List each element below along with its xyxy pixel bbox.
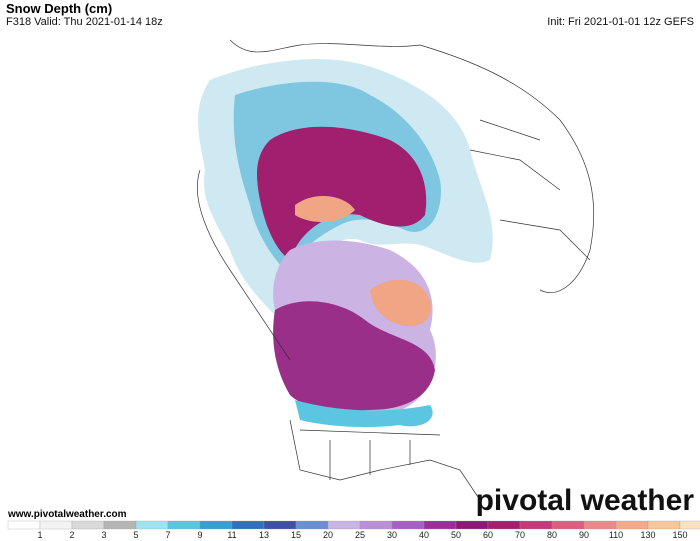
colorbar-label: 150 (672, 530, 687, 540)
colorbar-label: 70 (515, 530, 525, 540)
colorbar-swatch (455, 520, 489, 530)
valid-time: F318 Valid: Thu 2021-01-14 18z (6, 16, 163, 28)
colorbar-label: 50 (451, 530, 461, 540)
colorbar-swatch (679, 520, 700, 530)
colorbar-label: 5 (133, 530, 138, 540)
colorbar-label: 30 (387, 530, 397, 540)
colorbar-swatch (519, 520, 553, 530)
colorbar-swatch (487, 520, 521, 530)
colorbar-swatch (7, 520, 41, 530)
colorbar-label: 7 (165, 530, 170, 540)
colorbar-swatch (423, 520, 457, 530)
colorbar-label: 13 (259, 530, 269, 540)
colorbar-swatch (135, 520, 169, 530)
colorbar-swatch (583, 520, 617, 530)
colorbar-swatch (199, 520, 233, 530)
colorbar-swatch (647, 520, 681, 530)
colorbar-swatch (551, 520, 585, 530)
colorbar-swatch (231, 520, 265, 530)
colorbar-label: 3 (101, 530, 106, 540)
init-time: Init: Fri 2021-01-01 12z GEFS (547, 16, 694, 28)
colorbar-swatch (263, 520, 297, 530)
colorbar-swatch (71, 520, 105, 530)
colorbar-swatch (103, 520, 137, 530)
colorbar-label: 25 (355, 530, 365, 540)
colorbar-label: 60 (483, 530, 493, 540)
colorbar-label: 1 (37, 530, 42, 540)
source-url: www.pivotalweather.com (7, 509, 127, 520)
colorbar-swatch (327, 520, 361, 530)
snow-magenta (257, 126, 427, 260)
colorbar: 1 2 3 5 7 9 11 13 15 20 25 30 40 50 60 70 80 90 110 130 150 (7, 520, 700, 540)
map (196, 39, 595, 501)
colorbar-label: 130 (640, 530, 655, 540)
colorbar-swatch (615, 520, 649, 530)
colorbar-swatch (391, 520, 425, 530)
snow-south-edge (295, 400, 433, 428)
title: Snow Depth (cm) (6, 1, 112, 16)
colorbar-swatch (39, 520, 73, 530)
colorbar-swatch (359, 520, 393, 530)
colorbar-label: 2 (69, 530, 74, 540)
borders (196, 39, 595, 501)
colorbar-label: 80 (547, 530, 557, 540)
snow-greenland (370, 279, 431, 327)
colorbar-label: 110 (609, 530, 623, 540)
colorbar-swatch (167, 520, 201, 530)
snow-orange (295, 195, 355, 222)
colorbar-label: 15 (291, 530, 301, 540)
colorbar-label: 40 (419, 530, 429, 540)
colorbar-label: 20 (323, 530, 333, 540)
colorbar-swatch (295, 520, 329, 530)
colorbar-label: 9 (197, 530, 202, 540)
colorbar-label: 11 (227, 530, 236, 540)
colorbar-label: 90 (579, 530, 589, 540)
snow-canada (273, 301, 435, 411)
logo: pivotal weather (476, 484, 695, 517)
